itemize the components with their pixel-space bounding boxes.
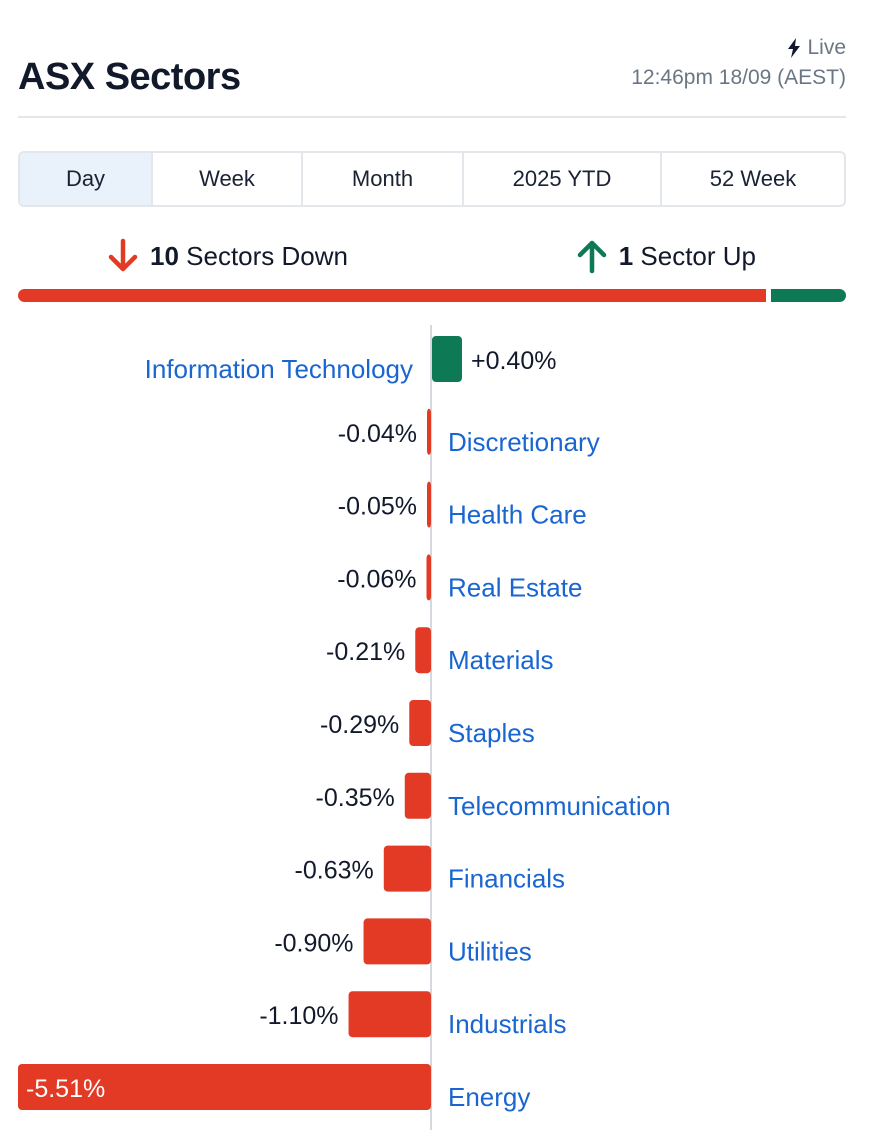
sector-bar[interactable] [432, 336, 462, 382]
sector-value-label: -0.90% [274, 929, 353, 957]
tab-52-week[interactable]: 52 Week [709, 166, 797, 191]
sector-value-label: -0.29% [320, 711, 399, 739]
sector-value-label: -0.35% [316, 784, 395, 812]
sector-value-label: -0.63% [295, 857, 374, 885]
sector-name-label[interactable]: Staples [448, 718, 535, 748]
sector-value-label: +0.40% [471, 347, 556, 375]
arrow-up-icon [577, 240, 606, 274]
sector-bar[interactable] [363, 918, 431, 965]
tab-day[interactable]: Day [20, 153, 153, 205]
tab-week[interactable]: Week [153, 153, 303, 205]
live-label: Live [807, 36, 846, 59]
sector-ratio-bar [18, 289, 846, 302]
sector-bar[interactable] [426, 554, 431, 601]
sector-value-label: -5.51% [26, 1075, 105, 1103]
sector-bar[interactable] [383, 845, 431, 892]
sector-name-label[interactable]: Real Estate [448, 572, 582, 602]
header: ASX Sectors Live 12:46pm 18/09 (AEST) [18, 30, 846, 118]
page-title: ASX Sectors [18, 56, 241, 98]
tab-month[interactable]: Month [303, 153, 464, 205]
sector-bar[interactable] [18, 1064, 431, 1110]
ratio-bar-down [18, 289, 767, 302]
sector-bar[interactable] [348, 991, 431, 1038]
sectors-up-count: 1 [618, 240, 634, 271]
sectors-up-summary: 1 Sector Up [575, 238, 756, 274]
sectors-down-text: Sectors Down [186, 240, 348, 271]
sector-name-label[interactable]: Materials [448, 645, 553, 675]
sector-bar[interactable] [427, 408, 431, 455]
sector-summary: 10 Sectors Down 1 Sector Up [18, 238, 846, 278]
sector-bar[interactable] [427, 481, 431, 528]
sector-bar-chart: +0.40% Information Technology -0.04% Discre… [18, 325, 671, 1130]
sectors-up-text: Sector Up [640, 240, 756, 271]
sector-name-label[interactable]: Industrials [448, 1009, 567, 1039]
sector-name-label[interactable]: Energy [448, 1082, 530, 1112]
ratio-bar-up [771, 289, 846, 302]
timestamp: 12:46pm 18/09 (AEST) [631, 66, 846, 89]
lightning-icon [788, 38, 801, 58]
sector-name-label[interactable]: Utilities [448, 936, 532, 966]
sector-value-label: -0.04% [338, 420, 417, 448]
sector-name-label[interactable]: Information Technology [145, 354, 413, 384]
sectors-down-summary: 10 Sectors Down [106, 238, 348, 274]
sector-bar[interactable] [415, 627, 431, 674]
live-indicator: Live [787, 36, 846, 60]
sector-bar[interactable] [404, 772, 431, 819]
sector-name-label[interactable]: Telecommunication [448, 791, 671, 821]
sector-value-label: -0.05% [338, 493, 417, 521]
sector-name-label[interactable]: Health Care [448, 500, 587, 530]
sector-name-label[interactable]: Discretionary [448, 427, 600, 457]
sector-bar[interactable] [409, 700, 431, 746]
sector-value-label: -0.06% [337, 565, 416, 593]
sector-name-label[interactable]: Financials [448, 864, 565, 894]
sector-value-label: -1.10% [259, 1002, 338, 1030]
arrow-down-icon [108, 238, 138, 272]
tab-2025-ytd[interactable]: 2025 YTD [464, 153, 662, 205]
period-tabs: Day Week Month 2025 YTD 52 Week [18, 151, 846, 207]
sector-value-label: -0.21% [326, 638, 405, 666]
sectors-down-count: 10 [150, 240, 179, 271]
